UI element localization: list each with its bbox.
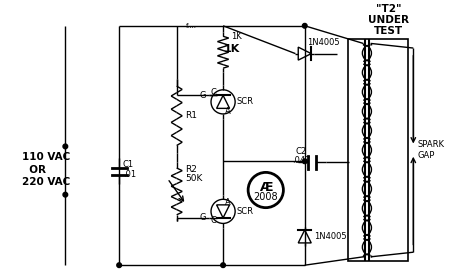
Circle shape <box>63 144 68 149</box>
Text: SCR: SCR <box>237 97 254 106</box>
Text: 50K: 50K <box>185 174 202 183</box>
Text: 1K: 1K <box>231 32 242 41</box>
Text: SCR: SCR <box>237 207 254 216</box>
Circle shape <box>302 24 307 28</box>
Text: R1: R1 <box>185 111 197 120</box>
Text: G: G <box>200 91 206 100</box>
Text: 1N4005: 1N4005 <box>308 38 340 47</box>
Text: .047: .047 <box>292 156 310 165</box>
Text: f....: f.... <box>186 23 197 29</box>
Text: 2008: 2008 <box>254 192 278 202</box>
Text: C: C <box>211 88 217 97</box>
Text: A: A <box>225 107 231 116</box>
Text: SPARK
GAP: SPARK GAP <box>417 140 444 160</box>
Text: R2: R2 <box>185 165 197 174</box>
Text: Æ: Æ <box>259 181 273 194</box>
Text: C2: C2 <box>295 147 307 156</box>
Circle shape <box>302 159 307 164</box>
Text: .01: .01 <box>123 170 136 179</box>
Circle shape <box>63 192 68 197</box>
Text: 1N4005: 1N4005 <box>314 232 346 241</box>
Text: C1: C1 <box>123 161 134 170</box>
Text: "T2"
UNDER
TEST: "T2" UNDER TEST <box>368 4 409 36</box>
Bar <box>348 39 408 261</box>
Circle shape <box>117 263 121 267</box>
Text: 110 VAC
  OR
220 VAC: 110 VAC OR 220 VAC <box>22 152 70 187</box>
Text: C: C <box>211 216 217 225</box>
Text: 1K: 1K <box>224 44 240 54</box>
Text: A: A <box>225 198 231 207</box>
Circle shape <box>221 263 226 267</box>
Text: G: G <box>200 213 206 222</box>
